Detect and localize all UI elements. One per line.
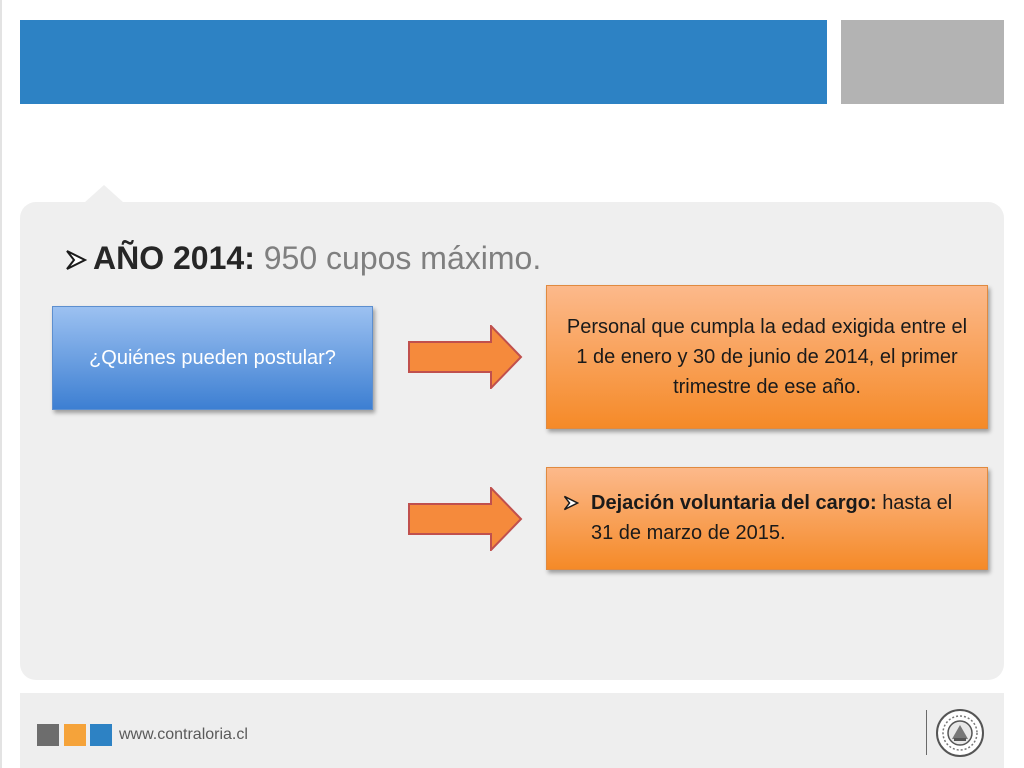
footer-square-gray: [37, 724, 59, 746]
header-bar-blue: [20, 20, 827, 104]
institution-seal-icon: [936, 709, 984, 757]
right-arrow-icon: [408, 325, 523, 389]
resignation-text: Dejación voluntaria del cargo: hasta el …: [591, 488, 967, 569]
eligibility-text: Personal que cumpla la edad exigida entr…: [566, 316, 968, 398]
footer-url[interactable]: www.contraloria.cl: [119, 726, 248, 743]
footer-square-blue: [90, 724, 112, 746]
resignation-bold-text: Dejación voluntaria del cargo:: [591, 492, 877, 514]
header-bar-gray: [841, 20, 1004, 104]
question-text: ¿Quiénes pueden postular?: [89, 346, 336, 369]
footer-bar: [20, 693, 1004, 768]
eligibility-box: Personal que cumpla la edad exigida entr…: [546, 285, 988, 429]
footer-square-orange: [64, 724, 86, 746]
resignation-plain-text: hasta el 31 de marzo de 2015.: [591, 492, 953, 544]
heading-value: 950 cupos máximo.: [263, 240, 542, 276]
panel-notch: [84, 185, 124, 203]
arrowhead-bullet-icon: [66, 250, 87, 270]
slide-heading: AÑO 2014: 950 cupos máximo.: [65, 240, 541, 277]
arrowhead-bullet-icon: [563, 495, 579, 511]
left-edge-line: [0, 0, 2, 768]
heading-label: AÑO 2014:: [93, 240, 255, 276]
question-box: ¿Quiénes pueden postular?: [52, 306, 373, 410]
right-arrow-icon: [408, 487, 523, 551]
resignation-box: Dejación voluntaria del cargo: hasta el …: [546, 467, 988, 570]
content-panel: [20, 202, 1004, 680]
footer-divider: [926, 710, 927, 755]
